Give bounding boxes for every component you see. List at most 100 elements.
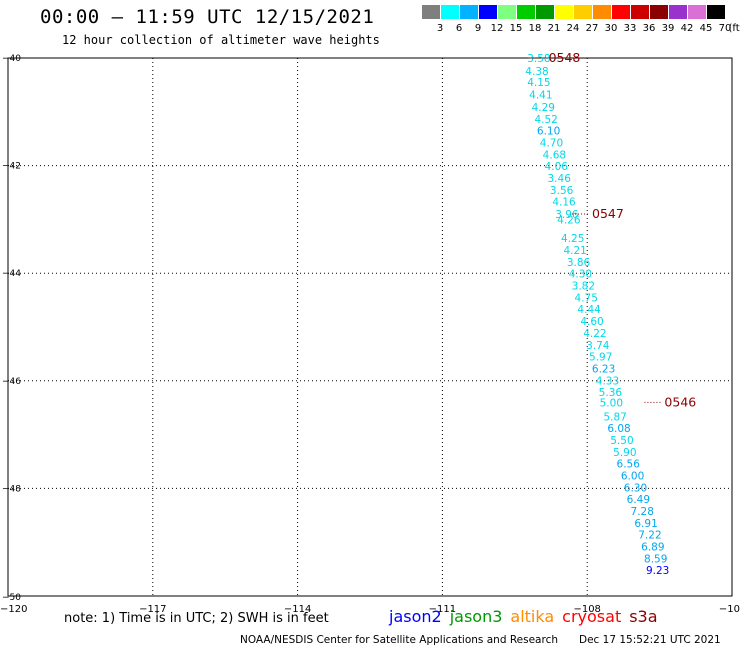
legend-swatch-3 <box>422 5 440 19</box>
legend-swatch-9 <box>460 5 478 19</box>
data-point-label: 4.16 <box>552 197 576 209</box>
legend-label-21: 21 <box>547 23 561 34</box>
legend-swatch-21 <box>536 5 554 19</box>
data-point-label: 6.89 <box>641 542 664 554</box>
page-subtitle: 12 hour collection of altimeter wave hei… <box>62 33 380 47</box>
data-point-label: 6.10 <box>537 126 560 138</box>
data-point-label: 4.06 <box>545 161 569 173</box>
data-point-label: 3.82 <box>572 281 595 293</box>
data-point-label: 5.50 <box>610 435 633 447</box>
legend-label-27: 27 <box>585 23 599 34</box>
legend-swatch-36 <box>631 5 649 19</box>
data-point-label: 3.46 <box>548 173 572 185</box>
data-point-label: 5.90 <box>613 447 636 459</box>
y-tick-label: −40 <box>2 54 21 64</box>
data-point-label: 3.96 <box>555 209 579 221</box>
data-point-label: 5.36 <box>599 387 623 399</box>
legend-label-18: 18 <box>528 23 542 34</box>
legend-swatch-30 <box>593 5 611 19</box>
data-point-label: 9.23 <box>646 565 669 577</box>
satellite-legend: jason2 jason3 altika cryosat s3a <box>389 607 666 626</box>
legend-label-39: 39 <box>661 23 675 34</box>
legend-swatch-39 <box>650 5 668 19</box>
satellite-s3a: s3a <box>629 607 658 626</box>
legend-label-6: 6 <box>455 23 463 34</box>
data-point-label: 8.59 <box>644 553 667 565</box>
footer-credit: NOAA/NESDIS Center for Satellite Applica… <box>240 634 558 646</box>
plot-frame <box>7 57 733 597</box>
data-point-label: 6.91 <box>634 518 657 530</box>
data-point-label: 5.00 <box>600 397 623 409</box>
legend-label-15: 15 <box>509 23 523 34</box>
legend-label-12: 12 <box>490 23 504 34</box>
legend-swatch-45 <box>688 5 706 19</box>
satellite-cryosat: cryosat <box>562 607 622 626</box>
x-tick-label: −108 <box>573 604 600 615</box>
footer-note: note: 1) Time is in UTC; 2) SWH is in fe… <box>64 611 329 626</box>
x-tick-label: −114 <box>284 604 311 615</box>
legend-label-45: 45 <box>699 23 713 34</box>
legend-label-70: 70 <box>718 23 732 34</box>
legend-label-3: 3 <box>436 23 444 34</box>
legend-swatch-27 <box>574 5 592 19</box>
data-point-label: 4.75 <box>575 292 598 304</box>
data-point-label: 4.52 <box>534 114 557 126</box>
y-tick-label: −50 <box>2 593 21 603</box>
legend-swatch-18 <box>517 5 535 19</box>
data-point-label: 4.30 <box>569 269 592 281</box>
legend-swatch-33 <box>612 5 630 19</box>
data-point-label: 7.28 <box>631 506 654 518</box>
data-point-label: 6.49 <box>627 494 650 506</box>
data-point-label: 3.56 <box>550 185 574 197</box>
satellite-jason2: jason2 <box>389 607 442 626</box>
time-label: 0548 <box>549 50 581 65</box>
legend-swatch-24 <box>555 5 573 19</box>
page-title: 00:00 – 11:59 UTC 12/15/2021 <box>40 6 375 28</box>
data-point-label: 4.41 <box>529 90 552 102</box>
data-point-label: 4.68 <box>543 149 566 161</box>
x-tick-label: −117 <box>139 604 166 615</box>
legend-swatch-15 <box>498 5 516 19</box>
data-point-label: 6.23 <box>592 363 615 375</box>
legend-swatch-6 <box>441 5 459 19</box>
y-tick-label: −42 <box>2 162 21 172</box>
data-point-label: 4.25 <box>561 233 584 245</box>
x-tick-label: −111 <box>429 604 456 615</box>
x-tick-label: −10 <box>719 604 740 615</box>
y-tick-label: −48 <box>2 484 21 494</box>
data-point-label: 4.15 <box>527 77 550 89</box>
data-point-label: 4.38 <box>525 66 548 78</box>
data-point-label: 5.97 <box>589 352 612 364</box>
data-point-label: 4.22 <box>583 328 606 340</box>
time-label: 0546 <box>664 394 696 409</box>
data-point-label: 4.33 <box>596 375 619 387</box>
y-tick-label: −46 <box>2 377 21 387</box>
data-point-label: 6.56 <box>617 459 641 471</box>
legend-label-24: 24 <box>566 23 580 34</box>
data-point-label: 6.00 <box>621 470 644 482</box>
footer-timestamp: Dec 17 15:52:21 UTC 2021 <box>579 634 721 646</box>
data-point-label: 6.30 <box>624 482 647 494</box>
x-tick-label: −120 <box>0 604 27 615</box>
data-point-label: 5.87 <box>603 411 626 423</box>
data-point-label: 4.44 <box>577 304 601 316</box>
data-point-label: 4.26 <box>557 214 581 226</box>
data-point-label: 3.86 <box>567 257 591 269</box>
y-tick-label: −44 <box>2 269 21 279</box>
data-point-label: 3.58 <box>527 53 550 65</box>
satellite-jason3: jason3 <box>449 607 503 626</box>
data-point-label: 4.29 <box>532 102 555 114</box>
time-label: 0547 <box>592 206 624 221</box>
data-point-label: 4.60 <box>580 316 603 328</box>
legend-label-30: 30 <box>604 23 618 34</box>
legend-label-36: 36 <box>642 23 656 34</box>
legend-swatch-12 <box>479 5 497 19</box>
legend-label-9: 9 <box>474 23 482 34</box>
legend-swatch-42 <box>669 5 687 19</box>
legend-swatch-70 <box>707 5 725 19</box>
legend-label-33: 33 <box>623 23 637 34</box>
legend-label-42: 42 <box>680 23 694 34</box>
data-point-label: 6.08 <box>607 423 630 435</box>
data-point-label: 4.21 <box>563 245 586 257</box>
